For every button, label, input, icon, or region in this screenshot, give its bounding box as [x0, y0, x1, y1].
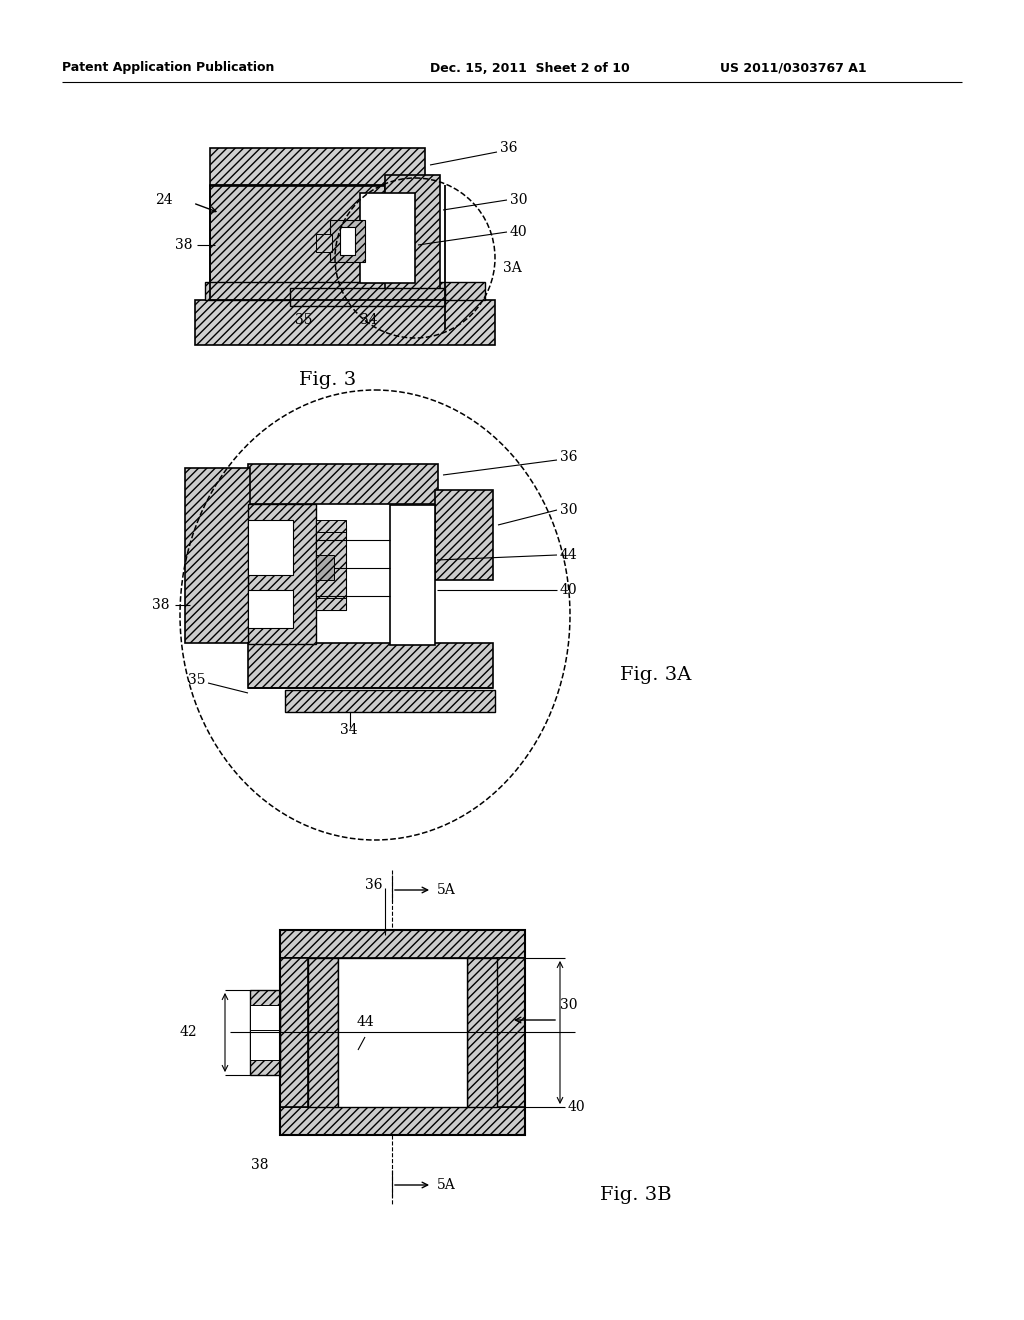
- Bar: [248, 465, 438, 504]
- Bar: [316, 598, 346, 610]
- Text: Dec. 15, 2011  Sheet 2 of 10: Dec. 15, 2011 Sheet 2 of 10: [430, 62, 630, 74]
- Bar: [435, 490, 493, 579]
- Text: 42: 42: [179, 1026, 197, 1039]
- Text: 40: 40: [510, 224, 527, 239]
- Text: 38: 38: [152, 598, 170, 612]
- Bar: [308, 958, 338, 1107]
- Bar: [467, 958, 497, 1107]
- Bar: [195, 300, 495, 345]
- Text: 24: 24: [155, 193, 173, 207]
- Text: 36: 36: [365, 878, 383, 892]
- Bar: [316, 525, 346, 610]
- Text: 5A: 5A: [437, 1177, 456, 1192]
- Text: 38: 38: [175, 238, 193, 252]
- Bar: [250, 1005, 280, 1035]
- Bar: [205, 282, 485, 300]
- Bar: [330, 220, 365, 261]
- Bar: [316, 554, 334, 579]
- Text: 40: 40: [560, 583, 578, 597]
- Bar: [285, 690, 495, 711]
- Text: 30: 30: [560, 503, 578, 517]
- Text: 34: 34: [340, 723, 357, 737]
- Bar: [290, 288, 445, 306]
- Bar: [210, 185, 385, 300]
- Bar: [248, 520, 293, 576]
- Text: 44: 44: [560, 548, 578, 562]
- Text: 30: 30: [510, 193, 527, 207]
- Bar: [385, 176, 440, 300]
- Bar: [210, 148, 425, 186]
- Text: 40: 40: [568, 1100, 586, 1114]
- Bar: [340, 227, 355, 255]
- Text: Fig. 3: Fig. 3: [299, 371, 356, 389]
- Bar: [390, 506, 435, 645]
- Bar: [280, 1107, 525, 1135]
- Bar: [360, 193, 415, 282]
- Text: Fig. 3B: Fig. 3B: [600, 1185, 672, 1204]
- Text: 36: 36: [560, 450, 578, 465]
- Text: 3A: 3A: [503, 261, 522, 275]
- Bar: [280, 958, 308, 1107]
- Bar: [316, 234, 332, 252]
- Text: US 2011/0303767 A1: US 2011/0303767 A1: [720, 62, 866, 74]
- Bar: [250, 1030, 280, 1060]
- Bar: [248, 643, 493, 688]
- Text: 36: 36: [500, 141, 517, 154]
- Text: 35: 35: [295, 313, 312, 327]
- Bar: [316, 520, 346, 532]
- Bar: [280, 931, 525, 958]
- Bar: [250, 990, 280, 1074]
- Text: Fig. 3A: Fig. 3A: [620, 667, 691, 684]
- Text: 35: 35: [188, 673, 206, 686]
- Text: 44: 44: [356, 1015, 374, 1030]
- Bar: [185, 469, 250, 643]
- Bar: [280, 931, 525, 1135]
- Text: 5A: 5A: [437, 883, 456, 898]
- Bar: [248, 504, 316, 644]
- Bar: [497, 958, 525, 1107]
- Text: Patent Application Publication: Patent Application Publication: [62, 62, 274, 74]
- Text: 38: 38: [251, 1158, 268, 1172]
- Text: 34: 34: [360, 313, 378, 327]
- Bar: [338, 958, 467, 1107]
- Bar: [248, 590, 293, 628]
- Text: 30: 30: [560, 998, 578, 1012]
